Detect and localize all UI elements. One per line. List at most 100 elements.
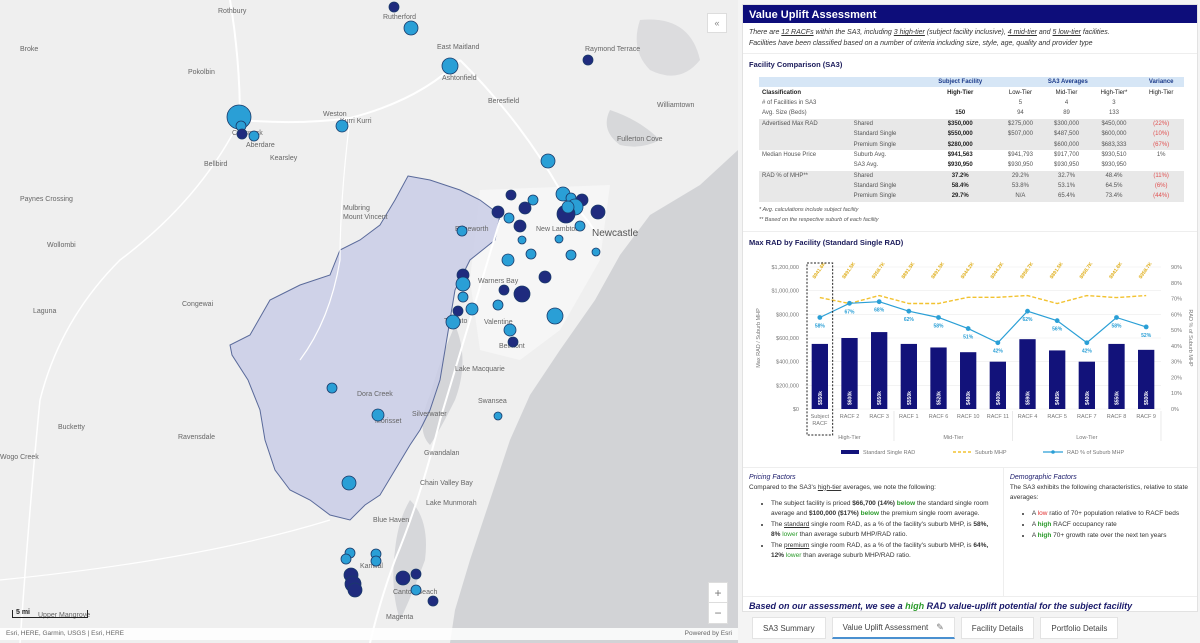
x-tick-label: RACF 3	[869, 414, 889, 420]
facility-point[interactable]	[445, 314, 461, 330]
facility-point[interactable]	[248, 130, 260, 142]
tab-sa3-summary[interactable]: SA3 Summary	[752, 617, 826, 639]
zoom-out-button[interactable]: −	[714, 606, 722, 620]
facility-point[interactable]	[582, 54, 594, 66]
text: A	[1031, 520, 1038, 528]
pencil-icon[interactable]: ✎	[936, 622, 944, 632]
facility-point[interactable]	[371, 408, 385, 422]
facility-point[interactable]	[341, 475, 357, 491]
road	[299, 117, 351, 361]
facility-point[interactable]	[503, 212, 515, 224]
bar-value-label: $480k	[966, 391, 972, 405]
facility-point[interactable]	[452, 305, 464, 317]
table-cell: $930,950	[947, 162, 973, 169]
direction-word: high	[1037, 520, 1052, 528]
facility-point[interactable]	[591, 247, 601, 257]
place-label: Dora Creek	[357, 391, 393, 398]
facility-point[interactable]	[441, 57, 459, 75]
map-view[interactable]: Rothbury Rutherford Broke East Maitland Raym…	[0, 0, 738, 643]
facility-point[interactable]	[388, 1, 400, 13]
pricing-title: Pricing Factors	[749, 473, 796, 481]
text: averages, we note the following:	[841, 483, 936, 491]
powered-by-text[interactable]: Powered by Esri	[684, 630, 732, 637]
classification-cell	[851, 87, 923, 97]
table-cell	[851, 98, 923, 108]
collapse-panel-button[interactable]: «	[707, 13, 727, 33]
x-tick-label: RACF 11	[987, 414, 1009, 420]
table-cell: Shared	[850, 170, 924, 181]
facility-point[interactable]	[561, 200, 575, 214]
intro-text-part: (subject facility inclusive),	[924, 29, 1008, 36]
table-cell	[759, 191, 851, 202]
facility-point[interactable]	[335, 119, 349, 133]
pricing-bullet-1: The subject facility is priced $66,700 (…	[771, 499, 997, 519]
tab-value-uplift-assessment[interactable]: Value Uplift Assessment ✎	[831, 617, 955, 639]
tab-portfolio-details[interactable]: Portfolio Details	[1040, 617, 1119, 639]
bar	[811, 343, 828, 409]
facility-point[interactable]	[326, 382, 338, 394]
table-cell: Standard Single	[850, 180, 924, 192]
tab-facility-details[interactable]: Facility Details	[960, 617, 1035, 639]
facility-point[interactable]	[410, 568, 422, 580]
facility-point[interactable]	[554, 234, 564, 244]
place-label: Ravensdale	[178, 434, 215, 441]
facility-point[interactable]	[501, 253, 515, 267]
text: single room RAD, as a % of the facility'…	[809, 541, 974, 549]
facility-point[interactable]	[498, 284, 510, 296]
x-tick-label: RACF 7	[1077, 414, 1097, 420]
facility-point[interactable]	[574, 220, 586, 232]
place-label: Silverwater	[412, 411, 447, 418]
facility-point[interactable]	[546, 307, 564, 325]
facility-point[interactable]	[513, 285, 531, 303]
facility-point[interactable]	[518, 201, 532, 215]
legend-label: Standard Single RAD	[863, 450, 915, 456]
bar	[1078, 361, 1095, 409]
facility-point[interactable]	[340, 553, 352, 565]
facility-point[interactable]	[403, 20, 419, 36]
table-cell: $600,000	[1089, 128, 1139, 140]
facility-point[interactable]	[491, 205, 505, 219]
mhp-value-label: $941.6K	[812, 261, 828, 280]
facility-point[interactable]	[590, 204, 606, 220]
classification-cell: High-Tier*	[1100, 89, 1128, 96]
demographic-bullet-2: A high RACF occupancy rate	[1032, 520, 1191, 530]
map-attribution: Esri, HERE, Garmin, USGS | Esri, HERE Po…	[0, 628, 738, 640]
text: than average suburb MHP/RAD ratio.	[801, 551, 911, 559]
table-cell: $487,500	[1043, 128, 1090, 140]
facility-point[interactable]	[507, 336, 519, 348]
y-tick-label: $400,000	[776, 359, 799, 365]
facility-point[interactable]	[395, 570, 411, 586]
place-label: Raymond Terrace	[585, 46, 641, 53]
facility-point[interactable]	[236, 128, 248, 140]
facility-point[interactable]	[492, 299, 504, 311]
facility-point[interactable]	[465, 302, 479, 316]
zoom-in-button[interactable]: +	[709, 583, 727, 603]
facility-point[interactable]	[493, 411, 503, 421]
road	[229, 0, 461, 124]
facility-point[interactable]	[540, 153, 556, 169]
classification-cell: Low-Tier	[1008, 89, 1032, 96]
facility-point[interactable]	[455, 276, 471, 292]
facility-point[interactable]	[513, 219, 527, 233]
facility-point[interactable]	[503, 323, 517, 337]
facility-point[interactable]	[525, 248, 537, 260]
facility-point[interactable]	[347, 582, 363, 598]
y-axis-title: Max RAD / Suburb MHP	[756, 308, 762, 368]
facility-point[interactable]	[505, 189, 517, 201]
facility-point[interactable]	[538, 270, 552, 284]
facility-point[interactable]	[527, 194, 539, 206]
facility-point[interactable]	[457, 291, 469, 303]
intro-mid-tier: 4 mid-tier	[1007, 29, 1037, 36]
rad-ratio-label: 42%	[993, 348, 1004, 354]
table-cell: (44%)	[1138, 191, 1184, 202]
table-cell	[759, 139, 851, 150]
facility-point[interactable]	[370, 555, 382, 567]
bar	[871, 331, 888, 409]
facility-point[interactable]	[517, 235, 527, 245]
facility-point[interactable]	[456, 225, 468, 237]
mhp-value-label: $891.5K	[1049, 261, 1065, 280]
table-cell: (10%)	[1138, 128, 1184, 140]
facility-point[interactable]	[427, 595, 439, 607]
facility-point[interactable]	[565, 249, 577, 261]
facility-point[interactable]	[410, 584, 422, 596]
